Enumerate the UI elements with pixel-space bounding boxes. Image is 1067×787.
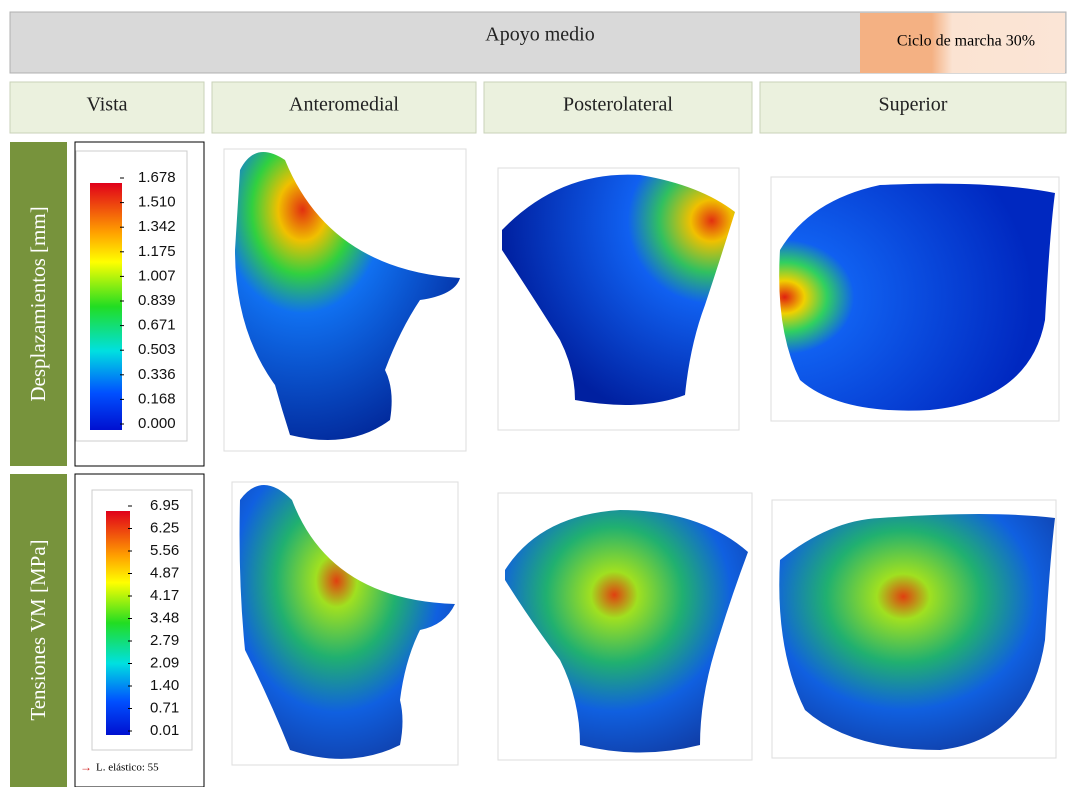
column-header: Superior (879, 94, 948, 116)
colorbar (106, 511, 130, 735)
figure: Apoyo medio Ciclo de marcha 30% Vista An… (0, 0, 1067, 787)
column-headers: Vista Anteromedial Posterolateral Superi… (10, 82, 1066, 133)
arrow-icon: → (80, 760, 92, 774)
legend-label: 2.79 (150, 632, 179, 649)
legend-label: 0.168 (138, 390, 176, 407)
legend-label: 0.839 (138, 292, 176, 309)
legend-label: 1.40 (150, 677, 179, 694)
legend-label: 6.95 (150, 497, 179, 514)
legend-label: 0.71 (150, 699, 179, 716)
legend-label: 6.25 (150, 519, 179, 536)
header-title: Apoyo medio (485, 24, 594, 46)
legend-label: 0.000 (138, 415, 176, 432)
legend-label: 4.87 (150, 564, 179, 581)
note: L. elástico: 55 (96, 762, 159, 774)
legend-label: 0.336 (138, 366, 176, 383)
legend-label: 1.678 (138, 169, 176, 186)
column-header: Vista (86, 94, 127, 116)
legend-label: 2.09 (150, 654, 179, 671)
legend-label: 1.342 (138, 218, 176, 235)
legend-label: 4.17 (150, 587, 179, 604)
column-header: Anteromedial (289, 94, 399, 116)
legend-label: 5.56 (150, 542, 179, 559)
legend-label: 0.503 (138, 341, 176, 358)
render-images (224, 149, 1059, 765)
legend-label: 1.007 (138, 267, 176, 284)
legend-label: 1.510 (138, 194, 176, 211)
legend-label: 1.175 (138, 243, 176, 260)
row-label: Desplazamientos [mm] (26, 206, 50, 401)
legend-label: 3.48 (150, 609, 179, 626)
legend-label: 0.671 (138, 317, 176, 334)
badge-text: Ciclo de marcha 30% (897, 33, 1035, 50)
column-header: Posterolateral (563, 94, 673, 116)
legend-label: 0.01 (150, 722, 179, 739)
row-label: Tensiones VM [MPa] (26, 539, 50, 720)
colorbar (90, 183, 122, 430)
page: {"header": {"title": "Apoyo medio", "bad… (0, 0, 1067, 787)
legend-box (75, 474, 204, 787)
